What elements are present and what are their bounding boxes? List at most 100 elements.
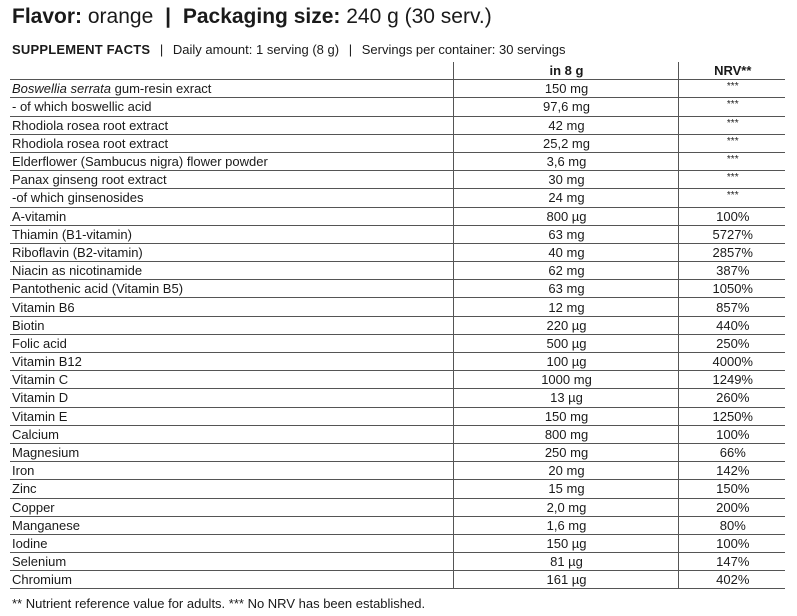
- amount-cell: 63 mg: [452, 225, 678, 244]
- nrv-cell: ***: [677, 152, 785, 172]
- nrv-cell: 1050%: [677, 279, 785, 299]
- nrv-cell: 150%: [677, 479, 785, 499]
- column-header-amount: in 8 g: [452, 62, 678, 81]
- nrv-cell: 440%: [677, 316, 785, 335]
- ingredient-name: Rhodiola rosea root extract: [10, 116, 453, 135]
- nrv-cell: 4000%: [677, 352, 785, 372]
- header-separator: |: [165, 5, 171, 28]
- ingredient-name-text: -of which ginsenosides: [12, 190, 144, 206]
- ingredient-name-text: Calcium: [12, 426, 59, 442]
- ingredient-name-text: Rhodiola rosea root extract: [12, 135, 169, 151]
- nrv-cell: 260%: [677, 388, 785, 408]
- ingredient-name-text: Pantothenic acid (Vitamin B5): [12, 281, 184, 297]
- footnote: ** Nutrient reference value for adults. …: [12, 596, 426, 611]
- servings-per-container: Servings per container: 30 servings: [361, 42, 566, 57]
- table-row: Manganese 1,6 mg 80%: [10, 516, 785, 535]
- amount-cell: 2,0 mg: [452, 498, 678, 517]
- ingredient-name: Vitamin E: [10, 407, 453, 426]
- table-row: Thiamin (B1-vitamin) 63 mg 5727%: [10, 225, 785, 244]
- nrv-cell: 200%: [677, 498, 785, 517]
- nrv-cell: 5727%: [677, 225, 785, 244]
- table-row: Folic acid 500 µg 250%: [10, 334, 785, 354]
- ingredient-name: Riboflavin (B2-vitamin): [10, 243, 453, 263]
- nrv-cell: 402%: [677, 570, 785, 590]
- ingredient-name-text: Panax ginseng root extract: [12, 172, 167, 188]
- ingredient-name: Folic acid: [10, 334, 453, 354]
- amount-cell: 12 mg: [452, 297, 678, 317]
- table-row: Zinc 15 mg 150%: [10, 479, 785, 499]
- table-row: Vitamin B12 100 µg 4000%: [10, 352, 785, 372]
- amount-cell: 30 mg: [452, 170, 678, 190]
- facts-separator: |: [348, 42, 353, 57]
- column-header-nrv: NRV**: [677, 62, 785, 81]
- amount-cell: 250 mg: [452, 443, 678, 463]
- ingredient-name: Selenium: [10, 552, 453, 572]
- table-row: Panax ginseng root extract 30 mg ***: [10, 170, 785, 190]
- nrv-cell: 857%: [677, 297, 785, 317]
- ingredient-name: Elderflower (Sambucus nigra) flower powd…: [10, 152, 453, 172]
- table-row: Rhodiola rosea root extract 25,2 mg ***: [10, 134, 785, 153]
- product-header: Flavor: orange | Packaging size: 240 g (…: [12, 4, 492, 30]
- amount-cell: 42 mg: [452, 116, 678, 135]
- table-row: -of which ginsenosides 24 mg ***: [10, 188, 785, 208]
- amount-cell: 81 µg: [452, 552, 678, 572]
- amount-cell: 150 mg: [452, 79, 678, 99]
- ingredient-name-text: Thiamin (B1-vitamin): [12, 226, 132, 242]
- amount-cell: 150 mg: [452, 407, 678, 426]
- table-row: Chromium 161 µg 402%: [10, 570, 785, 590]
- amount-cell: 40 mg: [452, 243, 678, 263]
- amount-cell: 63 mg: [452, 279, 678, 299]
- table-row: - of which boswellic acid 97,6 mg ***: [10, 97, 785, 117]
- amount-cell: 220 µg: [452, 316, 678, 335]
- ingredient-name-text: Riboflavin (B2-vitamin): [12, 244, 143, 260]
- amount-cell: 161 µg: [452, 570, 678, 590]
- nrv-cell: ***: [677, 116, 785, 135]
- ingredient-name-italic: Boswellia serrata: [12, 81, 111, 97]
- amount-cell: 3,6 mg: [452, 152, 678, 172]
- ingredient-name: Manganese: [10, 516, 453, 535]
- ingredient-name-text: Elderflower (Sambucus nigra) flower powd…: [12, 154, 268, 170]
- nrv-cell: ***: [677, 170, 785, 190]
- ingredient-name-text: - of which boswellic acid: [12, 99, 152, 115]
- table-row: Elderflower (Sambucus nigra) flower powd…: [10, 152, 785, 172]
- flavor-label: Flavor:: [12, 5, 83, 28]
- table-row: Copper 2,0 mg 200%: [10, 498, 785, 517]
- column-header-ingredient: [10, 62, 453, 81]
- amount-cell: 1,6 mg: [452, 516, 678, 535]
- table-row: Rhodiola rosea root extract 42 mg ***: [10, 116, 785, 135]
- nrv-cell: 1250%: [677, 407, 785, 426]
- supplement-facts-title: SUPPLEMENT FACTS: [12, 42, 151, 57]
- ingredient-name-text: Niacin as nicotinamide: [12, 263, 143, 279]
- ingredient-name: -of which ginsenosides: [10, 188, 453, 208]
- nrv-cell: 100%: [677, 425, 785, 444]
- ingredient-name: Vitamin D: [10, 388, 453, 408]
- table-row: Magnesium 250 mg 66%: [10, 443, 785, 463]
- ingredient-name: Thiamin (B1-vitamin): [10, 225, 453, 244]
- ingredient-name-text: Vitamin D: [12, 390, 69, 406]
- table-row: Vitamin B6 12 mg 857%: [10, 297, 785, 317]
- amount-cell: 62 mg: [452, 261, 678, 281]
- amount-cell: 800 mg: [452, 425, 678, 444]
- nrv-cell: ***: [677, 97, 785, 117]
- ingredient-name: Rhodiola rosea root extract: [10, 134, 453, 153]
- ingredient-name: Vitamin B12: [10, 352, 453, 372]
- nrv-cell: 1249%: [677, 370, 785, 390]
- nrv-cell: 66%: [677, 443, 785, 463]
- ingredient-name-text: Vitamin B12: [12, 354, 82, 370]
- ingredient-name-text: Iron: [12, 463, 35, 479]
- table-row: Vitamin E 150 mg 1250%: [10, 407, 785, 426]
- table-row: A-vitamin 800 µg 100%: [10, 207, 785, 226]
- ingredient-name: - of which boswellic acid: [10, 97, 453, 117]
- ingredient-name: A-vitamin: [10, 207, 453, 226]
- ingredient-name-text: Rhodiola rosea root extract: [12, 117, 169, 133]
- ingredient-name: Vitamin C: [10, 370, 453, 390]
- table-row: Pantothenic acid (Vitamin B5) 63 mg 1050%: [10, 279, 785, 299]
- nrv-cell: 100%: [677, 207, 785, 226]
- ingredient-name-text: Selenium: [12, 554, 67, 570]
- table-row: Selenium 81 µg 147%: [10, 552, 785, 572]
- ingredient-name: Boswellia serrata gum-resin exract: [10, 79, 453, 99]
- supplement-facts-line: SUPPLEMENT FACTS | Daily amount: 1 servi…: [12, 41, 566, 59]
- ingredient-name-text: Manganese: [12, 517, 80, 533]
- ingredient-name: Magnesium: [10, 443, 453, 463]
- amount-cell: 800 µg: [452, 207, 678, 226]
